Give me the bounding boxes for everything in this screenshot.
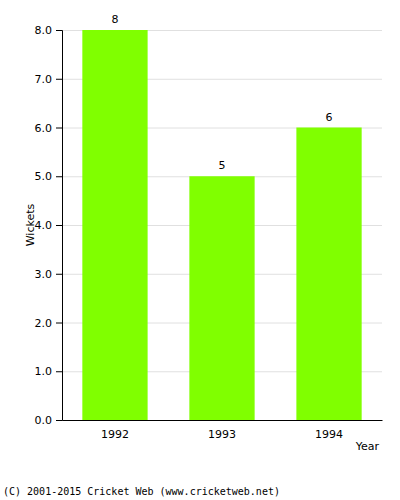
- y-tick-label: 8.0: [35, 24, 53, 37]
- y-axis-title: Wickets: [24, 203, 37, 246]
- bar: [296, 128, 361, 421]
- x-tick-label: 1992: [101, 428, 129, 441]
- y-tick-label: 7.0: [35, 73, 53, 86]
- y-tick: 1.0: [35, 365, 63, 378]
- y-tick: 7.0: [35, 73, 63, 86]
- grid: [62, 31, 382, 421]
- data-label: 6: [326, 111, 333, 124]
- y-tick-mark: [56, 225, 62, 226]
- y-tick-mark: [56, 128, 62, 129]
- x-axis: 1992 1993 1994: [63, 420, 383, 441]
- chart: 8560.01.02.03.04.05.06.07.08.01992199319…: [0, 0, 400, 500]
- y-tick-mark: [56, 323, 62, 324]
- x-tick: 1993: [208, 420, 236, 441]
- y-tick-label: 6.0: [35, 122, 53, 135]
- x-axis-title: Year: [355, 440, 380, 453]
- y-tick-label: 1.0: [35, 365, 53, 378]
- y-tick: 6.0: [35, 122, 63, 135]
- y-tick-mark: [56, 420, 62, 421]
- y-tick-mark: [56, 371, 62, 372]
- y-tick: 4.0: [35, 219, 63, 232]
- data-label: 8: [111, 13, 118, 26]
- y-tick-label: 2.0: [35, 317, 53, 330]
- bar: [82, 30, 147, 420]
- grid-line: [62, 420, 382, 421]
- y-tick: 3.0: [35, 268, 63, 281]
- y-tick-mark: [56, 176, 62, 177]
- x-axis-line: [63, 420, 383, 421]
- y-tick-label: 3.0: [35, 268, 53, 281]
- y-tick-label: 0.0: [35, 414, 53, 427]
- bars: [82, 30, 361, 420]
- data-labels: 8 5 6: [111, 13, 332, 172]
- y-tick: 5.0: [35, 170, 63, 183]
- bar: [189, 176, 254, 420]
- x-tick: 1994: [315, 420, 343, 441]
- x-tick-label: 1994: [315, 428, 343, 441]
- y-tick: 2.0: [35, 317, 63, 330]
- y-tick-label: 4.0: [35, 219, 53, 232]
- y-tick-mark: [56, 30, 62, 31]
- y-tick: 0.0: [35, 414, 63, 427]
- y-axis: 0.0 1.0 2.0 3.0 4.0 5.0 6.0 7.0 8.0: [35, 24, 63, 427]
- y-axis-line: [56, 31, 63, 421]
- x-tick-label: 1993: [208, 428, 236, 441]
- data-label: 5: [219, 159, 226, 172]
- footer-text: (C) 2001-2015 Cricket Web (www.cricketwe…: [3, 486, 280, 497]
- y-tick-label: 5.0: [35, 170, 53, 183]
- x-tick: 1992: [101, 420, 129, 441]
- y-tick-mark: [56, 274, 62, 275]
- y-tick: 8.0: [35, 24, 63, 37]
- y-tick-mark: [56, 79, 62, 80]
